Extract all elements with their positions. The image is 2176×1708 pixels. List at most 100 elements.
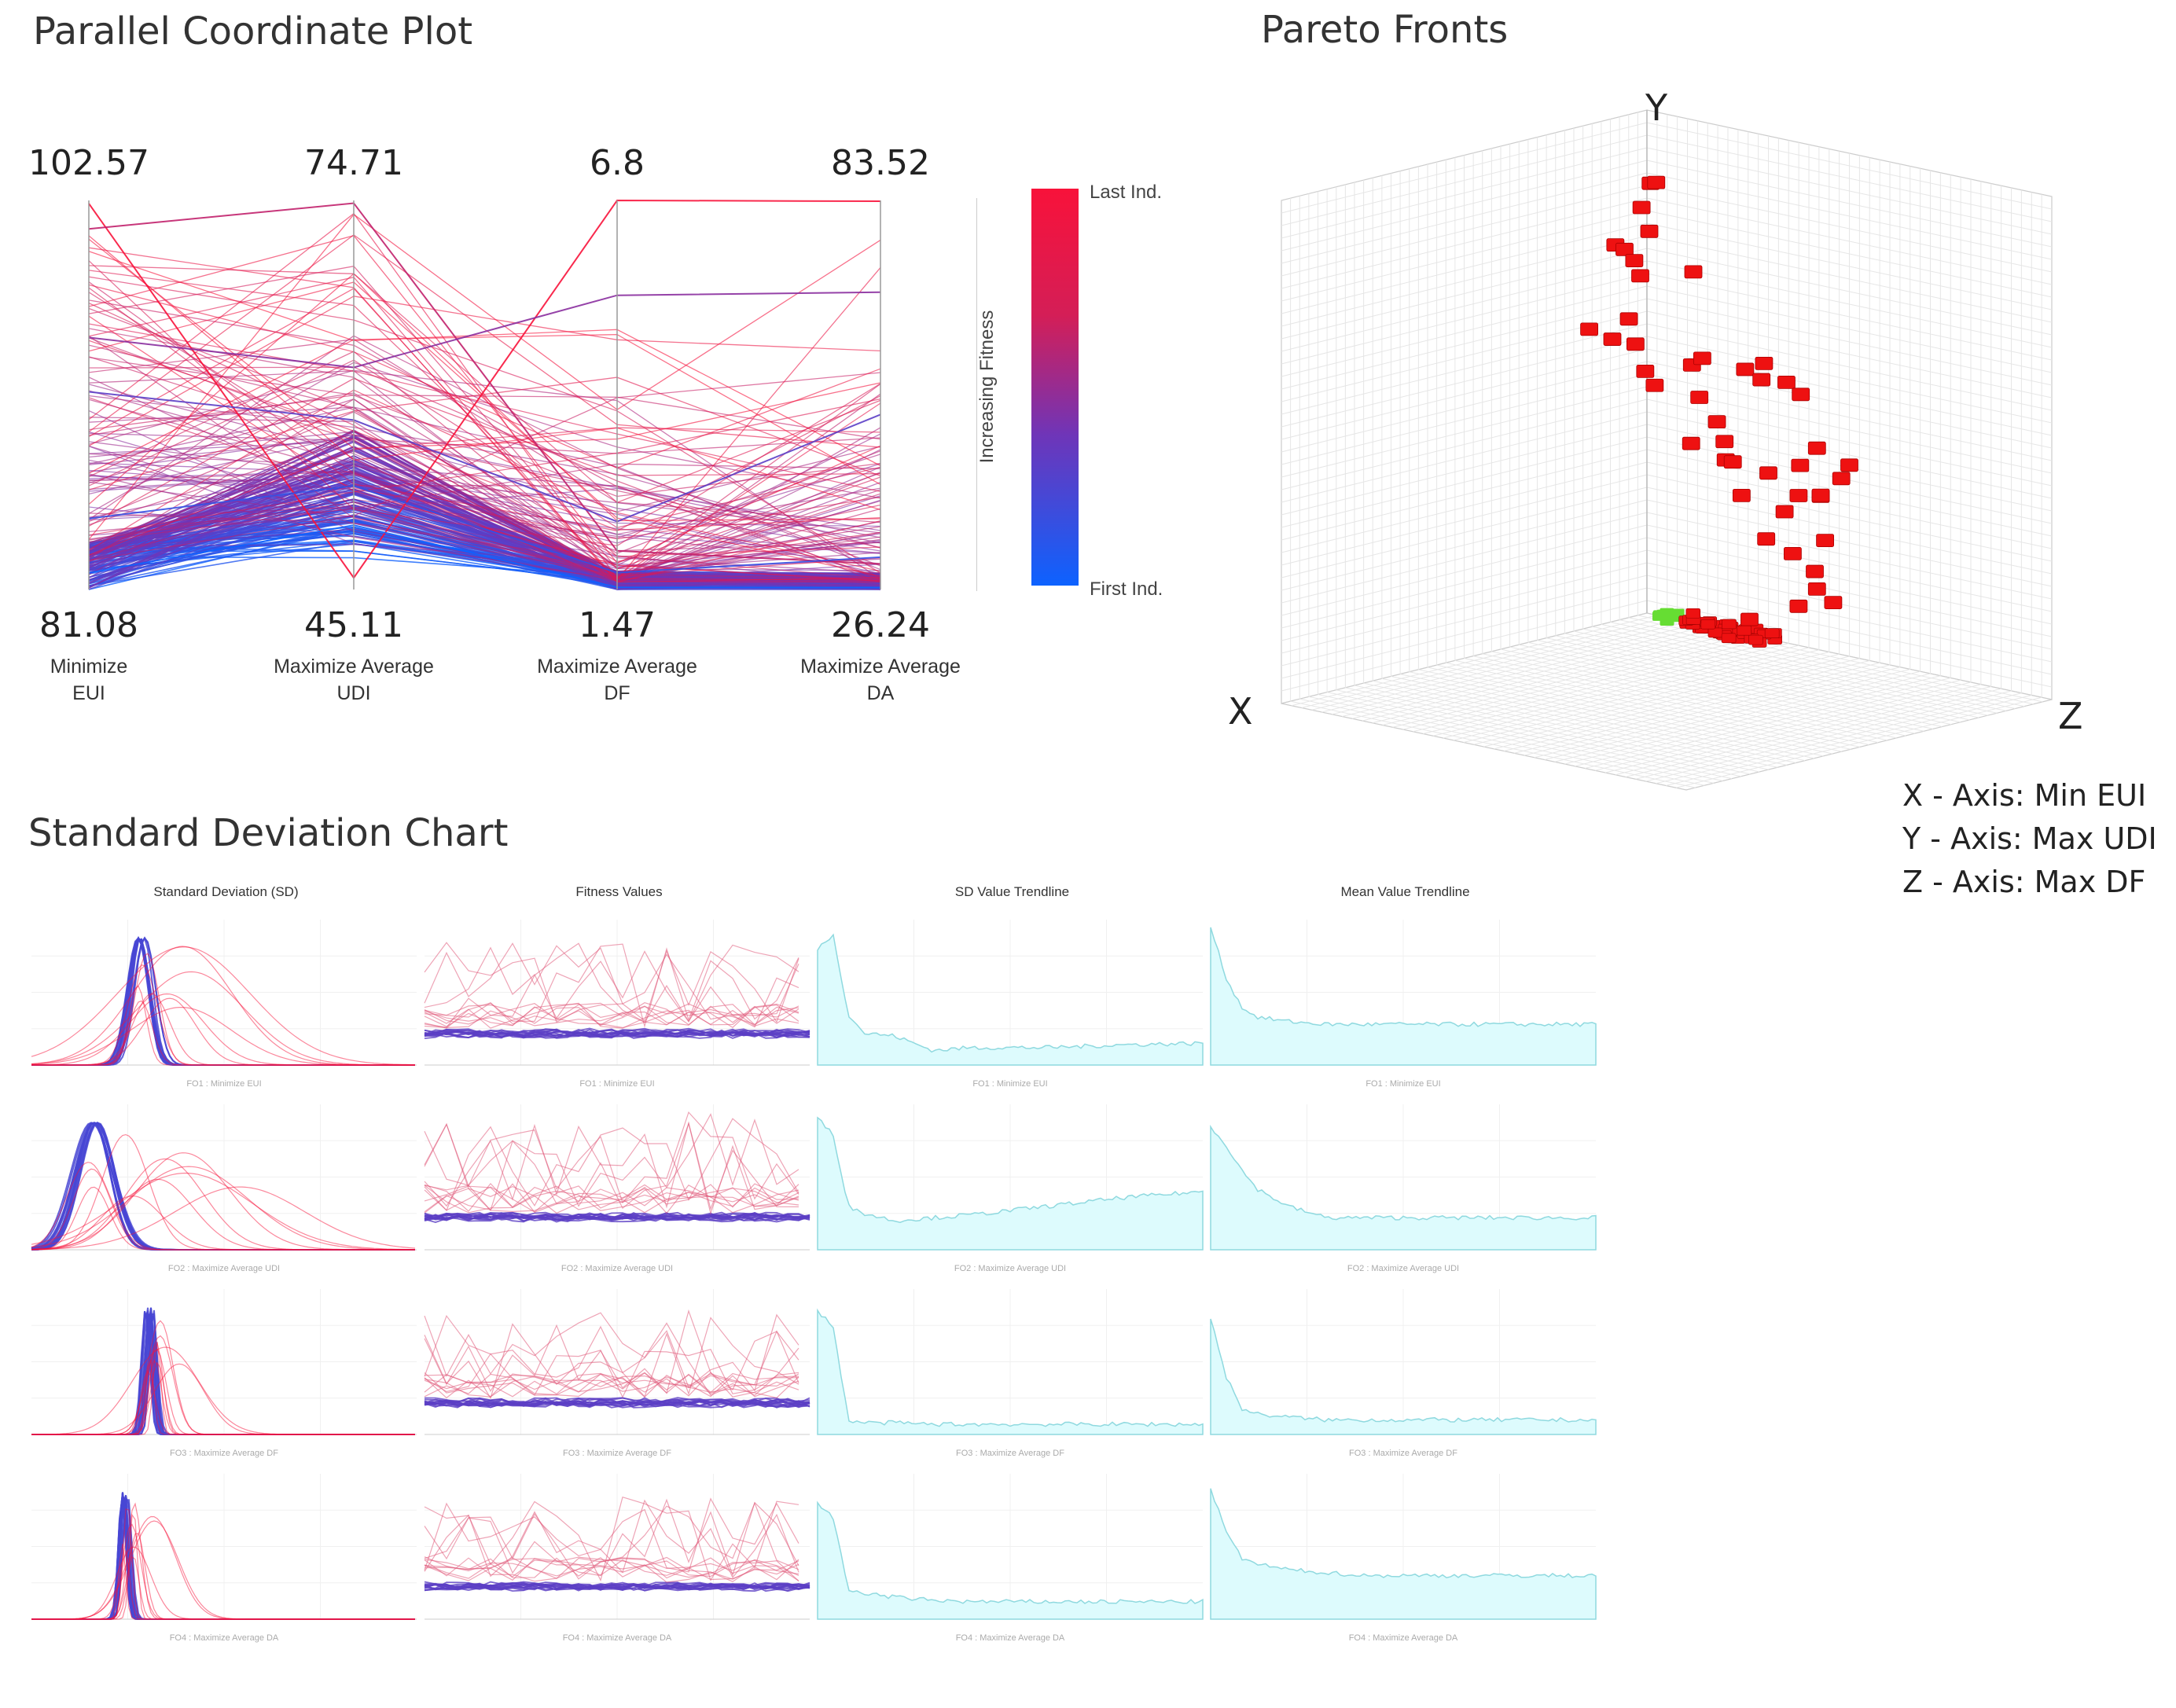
pcp-line <box>88 247 881 583</box>
sd-row1-col1-xlabel: FO1 : Minimize EUI <box>186 1079 262 1089</box>
pareto-point <box>1707 627 1723 638</box>
pareto-grid-line <box>1381 678 1787 766</box>
pareto-grid-line <box>1290 700 1696 788</box>
sd-row3-col3-xlabel: FO3 : Maximize Average DF <box>956 1449 1064 1458</box>
sd-fitness-line <box>424 942 799 1023</box>
pcp-line <box>88 265 881 569</box>
pareto-grid-line <box>1564 673 1931 765</box>
pareto-grid-line <box>1514 662 1880 754</box>
pcp-line <box>88 389 881 572</box>
pareto-grid-line <box>1281 185 1648 277</box>
sd-fitness-line <box>424 1182 799 1212</box>
pareto-point <box>1840 458 1858 472</box>
pareto-3d-plot <box>1281 109 2053 791</box>
pareto-point <box>1748 634 1763 645</box>
pareto-data-point <box>1690 391 1709 404</box>
pareto-grid-line <box>1646 298 2053 386</box>
pareto-point <box>1640 224 1659 238</box>
pareto-grid-line <box>1646 134 2053 222</box>
sd-fitness-line <box>424 1004 799 1029</box>
pareto-point <box>1632 200 1651 215</box>
pareto-point <box>1807 441 1826 455</box>
pareto-grid-line <box>1524 664 1891 756</box>
pareto-grid-line <box>1318 694 1723 781</box>
pareto-grid-line <box>1646 172 2053 260</box>
sd-chart-grid <box>31 920 1597 1620</box>
sd-fitness-line <box>424 1313 799 1400</box>
pareto-grid-line <box>1436 664 1842 752</box>
pareto-grid-line <box>1281 285 1648 377</box>
pareto-data-point <box>1740 612 1759 626</box>
pcp-line <box>88 276 881 574</box>
pareto-grid-line <box>1646 122 2053 210</box>
pcp-line <box>88 362 881 514</box>
legend-top-label: Last Ind. <box>1090 182 1163 203</box>
pareto-grid-line <box>1646 260 2053 348</box>
sd-row3-col4-xlabel: FO3 : Maximize Average DF <box>1349 1449 1457 1458</box>
pareto-data-point <box>1625 254 1644 267</box>
sd-fitness-line <box>424 1118 799 1212</box>
pareto-grid-line <box>1646 235 2053 323</box>
sd-trend-area <box>817 1116 1204 1251</box>
pareto-axis-z-letter: Z <box>2058 695 2083 737</box>
pcp-axis3-label: Maximize Average DF <box>515 654 719 707</box>
pcp-line <box>88 340 881 531</box>
pcp-axis1-min: 81.08 <box>39 605 138 645</box>
sd-bell-curve <box>31 1556 415 1620</box>
pcp-series-mid <box>88 485 881 574</box>
pareto-point <box>1636 364 1655 378</box>
sd-bell-curve <box>31 1133 415 1251</box>
pareto-grid-line <box>1281 323 1648 415</box>
pareto-grid-line <box>1281 122 1648 214</box>
pareto-axis-x-letter: X <box>1228 690 1253 733</box>
pareto-data-point <box>1806 564 1824 579</box>
pareto-grid-line <box>1625 686 1991 777</box>
pareto-grid-line <box>1646 197 2053 285</box>
pcp-line <box>88 427 881 581</box>
pcp-line <box>88 376 881 539</box>
pareto-point <box>1603 332 1622 346</box>
pareto-point <box>1755 356 1774 370</box>
pcp-line <box>88 307 881 563</box>
pareto-grid-line <box>1281 172 1648 264</box>
pareto-point <box>1700 619 1716 630</box>
sd-fitness-line <box>424 942 799 1023</box>
sd-trend-area <box>1210 1318 1597 1435</box>
pareto-grid-line <box>1646 348 2053 436</box>
pareto-data-point <box>1715 435 1734 449</box>
pcp-line <box>88 453 881 535</box>
sd-fitness-line <box>424 1372 799 1398</box>
pareto-data-point <box>1619 312 1638 326</box>
sd-row2-col2-xlabel: FO2 : Maximize Average UDI <box>561 1264 674 1273</box>
pareto-grid-line <box>1646 310 2053 399</box>
pcp-line <box>88 397 881 540</box>
pareto-grid-line <box>1604 681 1972 773</box>
pareto-grid-line <box>1281 361 1648 453</box>
pareto-grid-line <box>1391 676 1796 763</box>
sd-row4-col3-xlabel: FO4 : Maximize Average DA <box>955 1633 1065 1643</box>
pareto-grid-line <box>1534 667 1900 758</box>
pcp-axis2-min: 45.11 <box>304 605 403 645</box>
pcp-line <box>88 260 881 546</box>
pareto-grid-line <box>1418 669 1824 757</box>
pcp-axis4-min: 26.24 <box>831 605 930 645</box>
pareto-grid-line <box>1646 222 2053 310</box>
sd-fitness-line <box>424 1401 810 1409</box>
pcp-line <box>88 335 881 567</box>
sd-row4-col1-xlabel: FO4 : Maximize Average DA <box>169 1633 279 1643</box>
pcp-line <box>88 366 881 581</box>
sd-row1-col4-xlabel: FO1 : Minimize EUI <box>1366 1079 1441 1089</box>
pareto-grid-line <box>1427 667 1833 755</box>
pareto-key-x: X - Axis: Min EUI <box>1902 778 2147 813</box>
pareto-point <box>1792 388 1810 402</box>
pareto-grid-line <box>1646 336 2053 424</box>
pareto-grid-line <box>1336 689 1741 777</box>
sd-bell-curve <box>31 1172 415 1251</box>
sd-fitness-line <box>424 1185 799 1214</box>
pcp-line <box>88 339 881 523</box>
legend-bottom-label: First Ind. <box>1090 579 1163 600</box>
pareto-grid-line <box>1646 147 2053 235</box>
pcp-line <box>88 273 881 522</box>
pareto-point <box>1816 534 1834 547</box>
pcp-axis4-label-line1: Maximize Average <box>800 656 961 678</box>
